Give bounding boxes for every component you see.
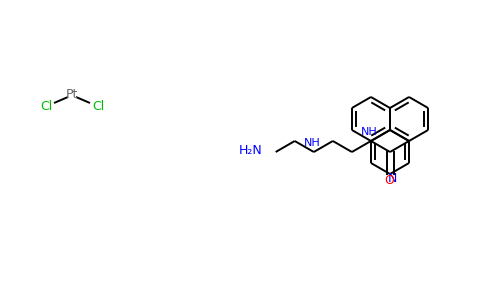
Text: N: N (387, 172, 397, 184)
Text: O: O (384, 175, 394, 188)
Text: Cl: Cl (92, 100, 104, 113)
Text: Cl: Cl (40, 100, 52, 113)
Text: H₂N: H₂N (239, 143, 263, 157)
Text: Pt: Pt (66, 88, 78, 101)
Text: NH: NH (361, 127, 378, 137)
Text: NH: NH (303, 138, 320, 148)
